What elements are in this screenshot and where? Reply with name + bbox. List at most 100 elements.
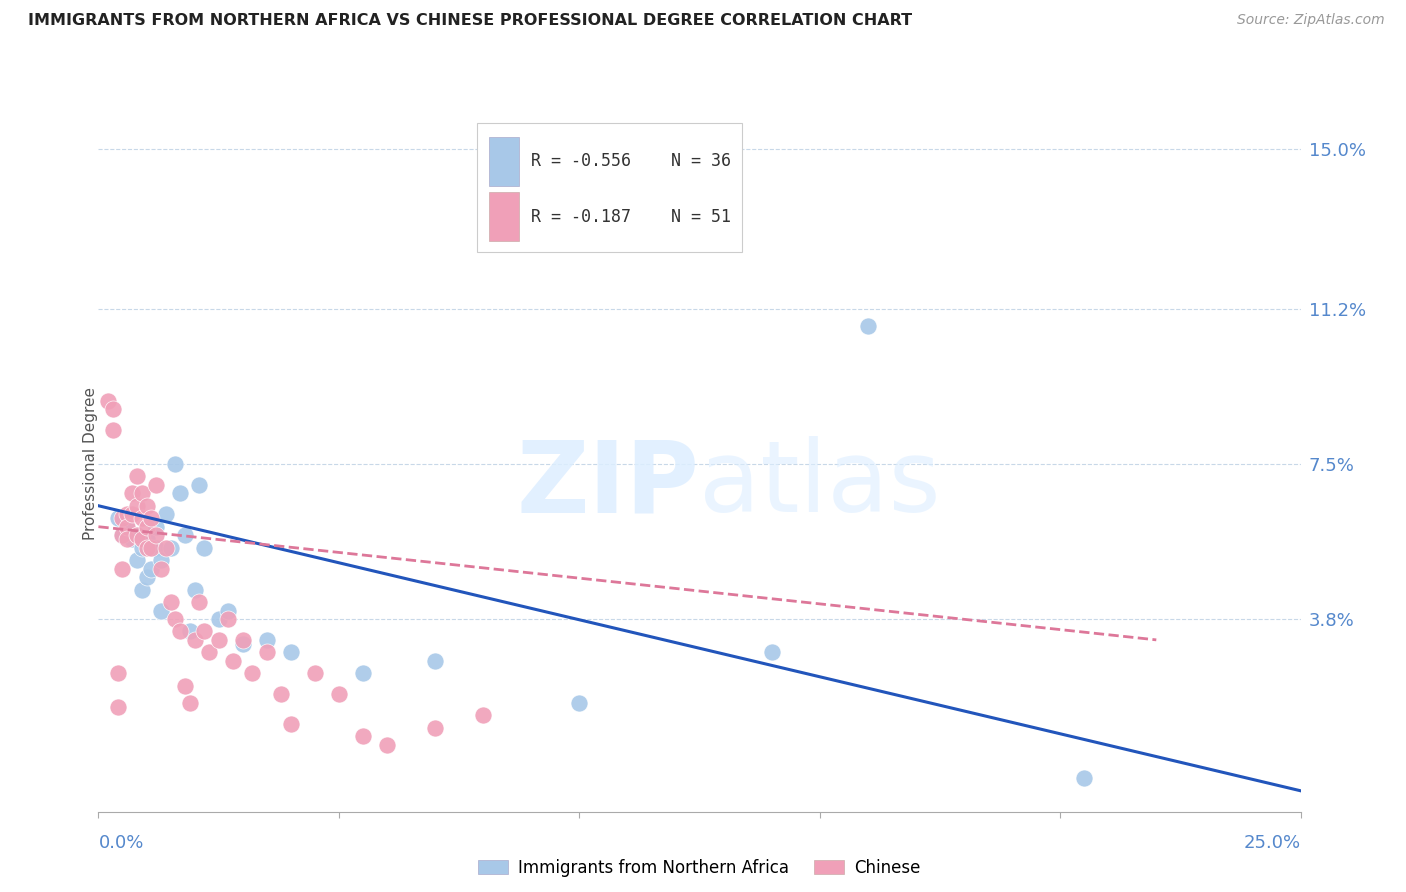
Point [165,612,187,626]
Point [131,533,153,547]
Point [125,469,148,483]
Point [165,457,187,471]
Point [97,394,120,409]
Point [135,519,157,533]
Bar [489,136,519,186]
Text: 0.0%: 0.0% [98,834,143,852]
Point [232,632,254,647]
Point [125,553,148,567]
Point [121,486,143,500]
Point [121,507,143,521]
Point [352,666,374,681]
Text: R = -0.556    N = 36: R = -0.556 N = 36 [531,153,731,170]
Point [135,570,157,584]
Point [149,553,172,567]
Text: 25.0%: 25.0% [1243,834,1301,852]
Point [101,423,124,437]
Point [135,499,157,513]
Point [423,654,446,668]
Legend: Immigrants from Northern Africa, Chinese: Immigrants from Northern Africa, Chinese [471,852,928,883]
Point [131,541,153,555]
Point [169,486,191,500]
Point [141,541,163,555]
Point [141,511,163,525]
Point [232,637,254,651]
Point [141,561,163,575]
Point [111,528,134,542]
Point [1073,771,1095,785]
Text: Source: ZipAtlas.com: Source: ZipAtlas.com [1237,13,1385,28]
Point [117,507,139,521]
Point [169,624,191,639]
Text: atlas: atlas [700,436,941,533]
Point [159,541,181,555]
Point [117,519,139,533]
Point [125,499,148,513]
Point [145,528,167,542]
Point [149,603,172,617]
Point [107,666,129,681]
Point [131,511,153,525]
Point [131,582,153,597]
Point [352,729,374,743]
Point [568,696,591,710]
Point [125,528,148,542]
Point [101,402,124,417]
Point [188,595,211,609]
Point [174,679,197,693]
Point [145,477,167,491]
Point [125,528,148,542]
Point [135,533,157,547]
Point [188,477,211,491]
Point [174,528,197,542]
Bar [489,193,519,241]
Point [217,612,239,626]
Y-axis label: Professional Degree: Professional Degree [83,387,97,541]
Point [217,603,239,617]
Point [256,632,278,647]
Point [145,519,167,533]
Point [131,486,153,500]
Point [183,632,205,647]
Point [179,696,201,710]
Point [107,511,129,525]
Point [375,738,398,752]
Text: ZIP: ZIP [516,436,700,533]
Point [208,612,231,626]
Point [193,541,215,555]
Point [111,561,134,575]
Point [111,511,134,525]
Point [208,632,231,647]
Point [135,541,157,555]
Point [761,645,783,659]
Point [856,318,879,333]
Point [121,533,143,547]
Point [179,624,201,639]
Point [222,654,245,668]
Point [155,507,177,521]
Point [198,645,221,659]
Point [117,519,139,533]
Text: IMMIGRANTS FROM NORTHERN AFRICA VS CHINESE PROFESSIONAL DEGREE CORRELATION CHART: IMMIGRANTS FROM NORTHERN AFRICA VS CHINE… [28,13,912,29]
Text: R = -0.187    N = 51: R = -0.187 N = 51 [531,208,731,226]
FancyBboxPatch shape [477,123,741,252]
Point [149,561,172,575]
Point [240,666,263,681]
Point [423,721,446,735]
Point [328,687,350,701]
Point [280,645,302,659]
Point [193,624,215,639]
Point [155,541,177,555]
Point [472,708,495,723]
Point [256,645,278,659]
Point [270,687,292,701]
Point [141,541,163,555]
Point [280,716,302,731]
Point [107,700,129,714]
Point [304,666,326,681]
Point [183,582,205,597]
Point [159,595,181,609]
Point [111,528,134,542]
Point [117,533,139,547]
Point [145,541,167,555]
